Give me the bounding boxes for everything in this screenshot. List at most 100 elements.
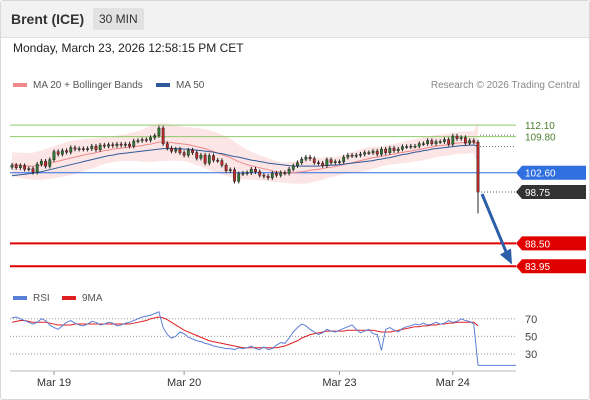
candle-body <box>245 172 249 174</box>
candle-body <box>165 143 169 149</box>
candle-body <box>401 146 404 150</box>
candle-body <box>107 144 110 147</box>
level-label-109.80: 109.80 <box>525 133 556 144</box>
candle-body <box>77 148 81 150</box>
candle-body <box>140 139 144 141</box>
candle-body <box>237 173 241 182</box>
candle-body <box>157 127 161 136</box>
candle-body <box>426 140 430 144</box>
candle-body <box>39 160 43 165</box>
candle-body <box>149 137 152 141</box>
target-label-83.95: 83.95 <box>525 262 550 273</box>
candle-body <box>115 143 119 146</box>
candle-body <box>270 172 274 178</box>
candle-body <box>312 158 316 163</box>
candle-body <box>308 156 312 159</box>
candle-body <box>459 137 463 139</box>
candle-body <box>23 165 26 170</box>
rsi-ma9-line <box>11 316 479 349</box>
candle-body <box>317 162 320 164</box>
candle-body <box>199 154 203 159</box>
candle-body <box>455 135 459 139</box>
candle-body <box>174 148 178 152</box>
candle-body <box>350 154 354 157</box>
candle-body <box>392 147 396 151</box>
candle-body <box>182 152 186 156</box>
candle-body <box>300 158 304 163</box>
candle-body <box>128 143 131 147</box>
candle-body <box>136 140 140 142</box>
candle-body <box>69 147 73 153</box>
candle-body <box>258 171 262 176</box>
candle-body <box>468 140 472 144</box>
candle-body <box>161 127 165 144</box>
legend-ma20: MA 20 + Bollinger Bands <box>13 80 143 91</box>
rsi-swatch <box>13 296 27 301</box>
rsi-label: RSI <box>33 293 50 304</box>
candle-body <box>354 154 358 157</box>
x-tick-label: Mar 23 <box>322 377 356 389</box>
candle-body <box>325 159 329 166</box>
candle-body <box>119 143 123 146</box>
candle-body <box>266 175 270 178</box>
candle-body <box>65 150 68 153</box>
timeframe-badge[interactable]: 30 MIN <box>93 8 144 30</box>
candle-body <box>14 164 18 168</box>
candle-body <box>56 151 60 155</box>
rsi-level-label-70: 70 <box>525 314 537 326</box>
candle-body <box>170 147 173 152</box>
ma9-label: 9MA <box>82 293 103 304</box>
candle-body <box>94 145 98 150</box>
forecast-arrowhead <box>500 248 512 265</box>
rsi-level-label-50: 50 <box>525 331 537 343</box>
candle-body <box>287 168 291 174</box>
candle-body <box>224 164 228 171</box>
candle-body <box>430 140 434 144</box>
candle-body <box>48 159 52 167</box>
candle-body <box>52 151 56 160</box>
candle-body <box>212 155 215 161</box>
candle-body <box>447 139 451 145</box>
ma50-label: MA 50 <box>176 80 205 91</box>
rsi-line <box>11 311 479 366</box>
candle-body <box>296 162 299 166</box>
candle-body <box>476 141 480 193</box>
candle-body <box>90 145 94 149</box>
candle-body <box>132 140 136 147</box>
last-price-box <box>516 185 586 200</box>
candle-body <box>338 161 341 163</box>
x-tick-label: Mar 20 <box>167 377 201 389</box>
candle-body <box>417 143 421 147</box>
candle-body <box>220 160 224 166</box>
ma9-swatch <box>62 296 76 301</box>
candle-body <box>249 168 253 173</box>
chart-header: Brent (ICE) 30 MIN <box>1 1 589 38</box>
target-label-88.50: 88.50 <box>525 239 550 250</box>
pivot-label: 102.60 <box>525 169 556 180</box>
target-box-88.50 <box>516 236 586 251</box>
candle-body <box>409 145 413 148</box>
candle-body <box>279 172 283 176</box>
legend-rsi: RSI <box>13 293 50 304</box>
candle-body <box>367 152 371 154</box>
candle-body <box>73 147 77 150</box>
ma20-line <box>11 141 479 174</box>
ma20-swatch <box>13 83 27 88</box>
candle-body <box>195 152 199 159</box>
candle-body <box>233 169 236 182</box>
candle-body <box>10 164 14 168</box>
candle-body <box>153 135 157 138</box>
ma20-label: MA 20 + Bollinger Bands <box>33 80 143 91</box>
candle-body <box>144 139 148 141</box>
target-box-83.95 <box>516 259 586 274</box>
candle-body <box>422 143 425 145</box>
pivot-label-box <box>516 165 586 180</box>
rsi-level-label-30: 30 <box>525 349 537 361</box>
candle-body <box>304 156 308 160</box>
candle-body <box>443 139 446 142</box>
candle-body <box>81 148 85 150</box>
candle-body <box>27 168 31 170</box>
candle-body <box>216 159 220 162</box>
candle-body <box>262 174 266 177</box>
x-tick-label: Mar 24 <box>436 377 470 389</box>
